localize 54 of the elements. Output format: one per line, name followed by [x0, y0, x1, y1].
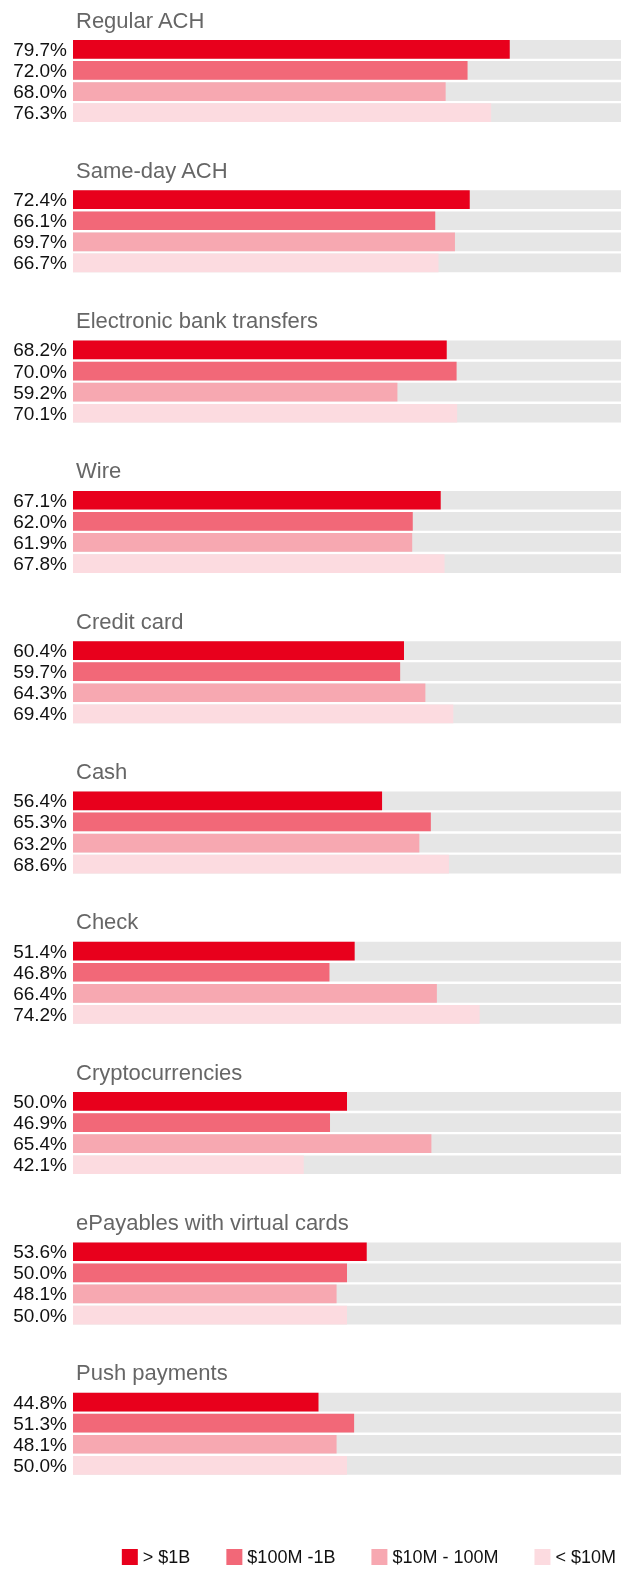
data-label: 66.7% — [13, 252, 68, 274]
data-label: 50.0% — [13, 1262, 68, 1284]
data-label: 48.1% — [13, 1283, 68, 1305]
data-label: 50.0% — [13, 1304, 68, 1326]
data-label: 70.1% — [13, 402, 68, 424]
data-label: 68.2% — [13, 339, 68, 361]
data-label: 46.9% — [13, 1112, 68, 1134]
data-label: 72.4% — [13, 189, 68, 211]
data-label: 70.0% — [13, 360, 68, 382]
data-label: 74.2% — [13, 1003, 68, 1025]
data-label: 61.9% — [13, 531, 68, 553]
data-label: 69.7% — [13, 231, 68, 253]
data-label: 76.3% — [13, 102, 68, 124]
data-label: 42.1% — [13, 1154, 68, 1176]
data-label: 69.4% — [13, 703, 68, 725]
y-tick-label: Cryptocurrencies — [76, 1059, 243, 1085]
data-label: 63.2% — [13, 832, 68, 854]
y-tick-label: Cash — [76, 759, 128, 784]
data-label: 60.4% — [13, 640, 68, 662]
data-label: 51.3% — [13, 1412, 68, 1434]
data-label: 65.4% — [13, 1133, 68, 1155]
data-label: 50.0% — [13, 1454, 68, 1476]
legend-label: < $10M — [555, 1547, 617, 1567]
y-tick-label: ePayables with virtual cards — [76, 1209, 349, 1235]
data-label: 59.7% — [13, 661, 68, 683]
data-label: 65.3% — [13, 811, 68, 833]
data-label: 44.8% — [13, 1391, 68, 1413]
y-tick-label: Credit card — [76, 608, 184, 634]
data-label: 79.7% — [13, 38, 68, 60]
data-label: 56.4% — [13, 790, 68, 812]
data-label: 66.1% — [13, 210, 68, 232]
y-tick-label: Push payments — [76, 1360, 228, 1386]
data-label: 50.0% — [13, 1090, 68, 1112]
legend-label: > $1B — [142, 1547, 191, 1567]
y-tick-label: Wire — [76, 458, 122, 484]
data-label: 67.8% — [13, 553, 68, 575]
data-label: 67.1% — [13, 489, 68, 511]
y-tick-label: Electronic bank transfers — [76, 308, 319, 334]
legend-label: $100M -1B — [247, 1547, 336, 1567]
data-label: 64.3% — [13, 682, 68, 704]
legend-label: $10M - 100M — [392, 1547, 499, 1567]
data-label: 66.4% — [13, 982, 68, 1004]
data-label: 62.0% — [13, 510, 68, 532]
data-label: 68.6% — [13, 853, 68, 875]
data-label: 46.8% — [13, 961, 68, 983]
y-tick-label: Same-day ACH — [76, 157, 228, 183]
data-label: 48.1% — [13, 1433, 68, 1455]
data-label: 59.2% — [13, 381, 68, 403]
data-label: 68.0% — [13, 81, 68, 103]
y-tick-label: Regular ACH — [76, 7, 205, 33]
data-label: 51.4% — [13, 940, 68, 962]
data-label: 53.6% — [13, 1241, 68, 1263]
y-tick-label: Check — [76, 909, 140, 935]
data-label: 72.0% — [13, 59, 68, 81]
